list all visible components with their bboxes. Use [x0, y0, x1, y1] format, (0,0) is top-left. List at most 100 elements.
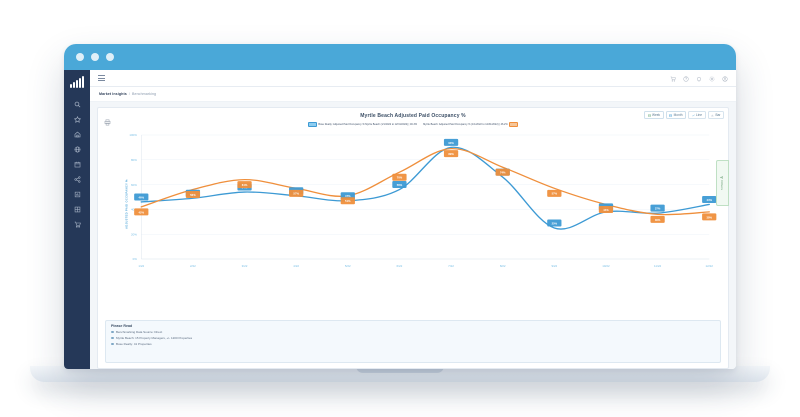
bell-icon[interactable] — [696, 69, 702, 87]
search-icon — [74, 101, 81, 108]
note-text: Myrtle Beach: 15 Property Managers, +/- … — [116, 336, 193, 340]
sidebar-item-favorites[interactable] — [64, 112, 90, 127]
y-axis-tick: 100% — [129, 133, 137, 137]
week-button-label: Week — [652, 112, 661, 117]
hamburger-icon[interactable] — [98, 75, 105, 81]
svg-text:57%: 57% — [293, 192, 299, 196]
sidebar-item-dashboard[interactable] — [64, 127, 90, 142]
bar-chart-logo[interactable] — [69, 76, 85, 88]
data-label: 42% — [134, 208, 149, 216]
main-column: Market Insights / Benchmarking Week — [90, 70, 736, 369]
chart-view-toolbar: Week Month Line — [644, 111, 724, 120]
filters-tab[interactable]: Filters — [716, 160, 729, 206]
legend-item-myrtle-beach[interactable]: Myrtle Beach: Adjusted Paid Occupancy % … — [423, 122, 519, 127]
y-axis-tick: 60% — [131, 183, 137, 187]
sidebar-item-search[interactable] — [64, 97, 90, 112]
data-label: 74% — [495, 168, 510, 176]
cart-icon — [74, 221, 81, 228]
data-label: 57% — [289, 189, 304, 197]
svg-text:56%: 56% — [397, 183, 403, 187]
legend-swatch-orange — [509, 122, 519, 127]
line-chart[interactable]: 0%20%40%60%80%100%1/22 2/22 3/22 4/22 5/22 6/… — [104, 129, 718, 279]
bullet-icon — [111, 342, 114, 346]
data-label: 56% — [392, 181, 407, 189]
month-button[interactable]: Month — [665, 111, 686, 120]
breadcrumb-current: Benchmarking — [131, 92, 157, 96]
avatar-icon[interactable] — [722, 69, 728, 87]
svg-text:36%: 36% — [655, 218, 661, 222]
sidebar-item-distribution[interactable] — [64, 172, 90, 187]
data-label: 64% — [237, 181, 252, 189]
bar-chart-button[interactable]: Bar — [707, 111, 724, 120]
chart-title: Myrtle Beach Adjusted Paid Occupancy % — [360, 113, 466, 119]
breadcrumb: Market Insights / Benchmarking — [90, 87, 736, 102]
month-button-label: Month — [673, 112, 683, 117]
x-axis-tick: 1/22 — [138, 264, 144, 268]
y-axis-tick: 20% — [131, 233, 137, 237]
series-line-bose-realty[interactable] — [140, 146, 710, 230]
svg-text:90%: 90% — [448, 141, 454, 145]
svg-text:89%: 89% — [448, 152, 454, 156]
sidebar-item-calendar[interactable] — [64, 157, 90, 172]
legend-item-bose-realty[interactable]: Bose Realty: Adjusted Paid Occupancy % M… — [307, 122, 417, 127]
x-axis-tick: 2/22 — [190, 264, 196, 268]
data-label: 38% — [702, 213, 717, 221]
notes-panel: Please Read Benchmarking Data Source: Di… — [105, 320, 721, 363]
data-label: 70% — [392, 173, 407, 181]
x-axis-tick: 12/22 — [706, 264, 714, 268]
window-close-dot[interactable] — [76, 53, 84, 61]
help-icon[interactable] — [683, 69, 689, 87]
content-area: Week Month Line — [90, 102, 736, 369]
globe-icon — [74, 146, 81, 153]
home-icon — [74, 131, 81, 138]
svg-text:56%: 56% — [190, 193, 196, 197]
svg-text:51%: 51% — [345, 199, 351, 203]
star-icon — [73, 116, 81, 123]
week-button[interactable]: Week — [644, 111, 664, 120]
sidebar-item-apps[interactable] — [64, 202, 90, 217]
window-maximize-dot[interactable] — [106, 53, 114, 61]
line-chart-button[interactable]: Line — [688, 111, 706, 120]
svg-text:25%: 25% — [552, 222, 558, 226]
y-axis-tick: 0% — [133, 257, 138, 261]
report-icon — [74, 191, 81, 198]
breadcrumb-root[interactable]: Market Insights — [99, 92, 127, 96]
x-axis-tick: 10/22 — [602, 264, 610, 268]
data-label: 37% — [650, 204, 665, 212]
data-label: 56% — [185, 191, 201, 199]
data-label: 89% — [443, 150, 459, 158]
printer-icon[interactable] — [104, 113, 111, 131]
svg-text:47%: 47% — [345, 194, 351, 198]
x-axis-tick: 6/22 — [397, 264, 403, 268]
svg-text:42%: 42% — [139, 210, 145, 214]
data-label: 44% — [702, 195, 717, 203]
plot-area: ADJUSTED PAID OCCUPANCY % 0% 20% 40% 60% 80%… — [104, 129, 718, 279]
sidebar — [64, 70, 90, 369]
browser-titlebar — [64, 44, 736, 70]
x-axis-tick: 11/22 — [654, 264, 662, 268]
data-label: 57% — [547, 189, 562, 197]
bullet-icon — [111, 330, 114, 334]
series-line-myrtle-beach[interactable] — [140, 147, 710, 216]
data-label: 25% — [547, 219, 562, 227]
sidebar-item-reports[interactable] — [64, 187, 90, 202]
x-axis-tick: 9/22 — [551, 264, 557, 268]
topbar-actions — [670, 69, 728, 87]
x-axis-tick: 4/22 — [293, 264, 299, 268]
window-minimize-dot[interactable] — [91, 53, 99, 61]
data-label: 44% — [598, 205, 614, 213]
gear-icon[interactable] — [709, 69, 715, 87]
data-label: 46% — [134, 193, 149, 201]
sidebar-item-store[interactable] — [64, 217, 90, 232]
breadcrumb-separator: / — [128, 92, 130, 96]
svg-text:37%: 37% — [655, 207, 661, 211]
legend-label-myrtle-beach: Myrtle Beach: Adjusted Paid Occupancy % … — [423, 123, 508, 126]
cart-icon[interactable] — [670, 69, 676, 87]
sidebar-item-market-insights[interactable] — [64, 142, 90, 157]
note-item: Bose Realty: 41 Properties — [111, 342, 715, 346]
svg-text:70%: 70% — [397, 176, 403, 180]
line-chart-button-label: Line — [696, 112, 703, 117]
grid-icon — [74, 206, 81, 213]
x-axis-tick: 8/22 — [500, 264, 506, 268]
laptop-base — [30, 366, 770, 382]
